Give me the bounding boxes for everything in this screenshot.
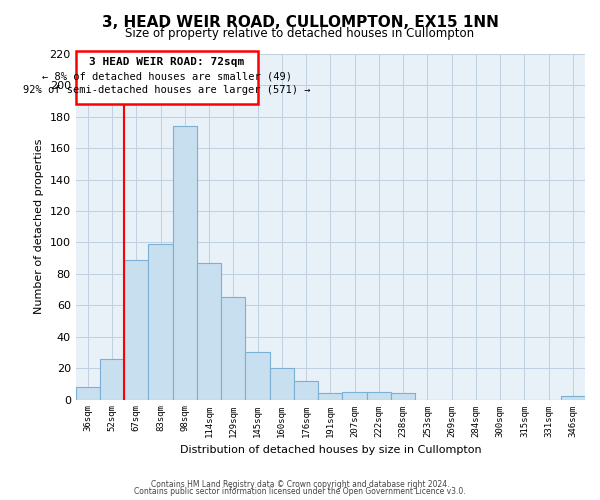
Bar [221, 298, 245, 400]
X-axis label: Distribution of detached houses by size in Cullompton: Distribution of detached houses by size … [179, 445, 481, 455]
Bar [294, 380, 318, 400]
Text: 3 HEAD WEIR ROAD: 72sqm: 3 HEAD WEIR ROAD: 72sqm [89, 57, 244, 67]
Bar [561, 396, 585, 400]
Text: ← 8% of detached houses are smaller (49): ← 8% of detached houses are smaller (49) [41, 72, 292, 82]
FancyBboxPatch shape [76, 51, 257, 104]
Bar [343, 392, 367, 400]
Bar [100, 358, 124, 400]
Bar [245, 352, 270, 400]
Bar [270, 368, 294, 400]
Bar [367, 392, 391, 400]
Text: Contains HM Land Registry data © Crown copyright and database right 2024.: Contains HM Land Registry data © Crown c… [151, 480, 449, 489]
Bar [124, 260, 148, 400]
Bar [148, 244, 173, 400]
Y-axis label: Number of detached properties: Number of detached properties [34, 139, 44, 314]
Text: Contains public sector information licensed under the Open Government Licence v3: Contains public sector information licen… [134, 487, 466, 496]
Bar [391, 394, 415, 400]
Bar [76, 387, 100, 400]
Bar [173, 126, 197, 400]
Text: 92% of semi-detached houses are larger (571) →: 92% of semi-detached houses are larger (… [23, 86, 310, 96]
Bar [318, 394, 343, 400]
Bar [197, 263, 221, 400]
Text: Size of property relative to detached houses in Cullompton: Size of property relative to detached ho… [125, 28, 475, 40]
Text: 3, HEAD WEIR ROAD, CULLOMPTON, EX15 1NN: 3, HEAD WEIR ROAD, CULLOMPTON, EX15 1NN [101, 15, 499, 30]
